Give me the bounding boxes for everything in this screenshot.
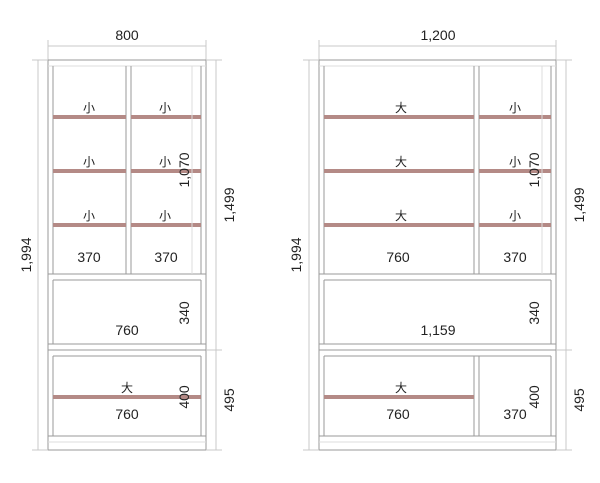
inner-height-label: 1,070 xyxy=(176,152,192,187)
total-height-label: 1,994 xyxy=(288,237,304,272)
shelf-small xyxy=(131,169,201,173)
bottom-width-label: 760 xyxy=(115,406,139,422)
comp-width-label: 370 xyxy=(77,249,101,265)
right-cabinet: 1,200 大 小 大 小 xyxy=(288,27,587,451)
left-frame xyxy=(47,59,207,451)
lower-height-label: 495 xyxy=(221,388,237,412)
bottom-width-label: 370 xyxy=(503,406,527,422)
right-frame xyxy=(318,59,557,451)
left-cabinet: 800 小 小 小 小 小 小 xyxy=(18,27,237,451)
shelf-label: 小 xyxy=(509,209,521,223)
upper-height-label: 1,499 xyxy=(221,187,237,222)
total-height-label: 1,994 xyxy=(18,237,34,272)
mid-height-label: 340 xyxy=(526,301,542,325)
shelf-label: 小 xyxy=(159,209,171,223)
shelf-small xyxy=(131,223,201,227)
comp-width-label: 370 xyxy=(154,249,178,265)
shelf-label: 大 xyxy=(395,381,407,395)
bottom-height-label: 400 xyxy=(526,385,542,409)
shelf-small xyxy=(131,115,201,119)
shelf-small xyxy=(53,223,126,227)
left-width-label: 800 xyxy=(115,27,139,43)
shelf-label: 小 xyxy=(509,101,521,115)
shelf-large xyxy=(324,169,474,173)
shelf-label: 小 xyxy=(83,101,95,115)
upper-height-label: 1,499 xyxy=(571,187,587,222)
shelf-small xyxy=(479,115,551,119)
shelf-large xyxy=(324,115,474,119)
comp-width-label: 370 xyxy=(503,249,527,265)
shelf-small xyxy=(479,169,551,173)
inner-height-label: 1,070 xyxy=(526,152,542,187)
shelf-large xyxy=(324,223,474,227)
shelf-label: 小 xyxy=(159,155,171,169)
shelf-label: 大 xyxy=(121,381,133,395)
shelf-label: 大 xyxy=(395,101,407,115)
shelf-large xyxy=(324,395,474,399)
comp-width-label: 760 xyxy=(386,249,410,265)
right-width-label: 1,200 xyxy=(420,27,455,43)
shelf-large xyxy=(53,395,201,399)
lower-height-label: 495 xyxy=(571,388,587,412)
shelf-label: 小 xyxy=(509,155,521,169)
bottom-width-label: 760 xyxy=(386,406,410,422)
shelf-small xyxy=(53,169,126,173)
mid-height-label: 340 xyxy=(176,301,192,325)
shelf-label: 大 xyxy=(395,209,407,223)
shelf-label: 小 xyxy=(159,101,171,115)
shelf-label: 小 xyxy=(83,209,95,223)
shelf-label: 大 xyxy=(395,155,407,169)
shelf-label: 小 xyxy=(83,155,95,169)
mid-width-label: 760 xyxy=(115,322,139,338)
bottom-height-label: 400 xyxy=(176,385,192,409)
shelf-small xyxy=(479,223,551,227)
mid-width-label: 1,159 xyxy=(420,322,455,338)
shelf-small xyxy=(53,115,126,119)
